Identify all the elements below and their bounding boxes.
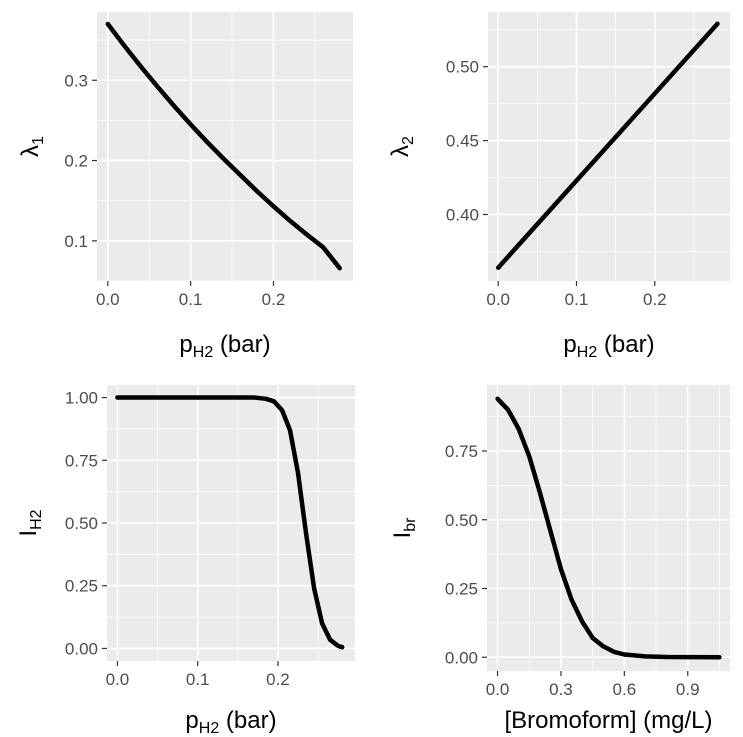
y-tick-label: 0.1 <box>64 232 88 251</box>
y-tick-label: 0.75 <box>65 451 98 470</box>
y-tick-label: 0.2 <box>64 152 88 171</box>
x-axis-title-unit: (bar) <box>219 707 276 734</box>
x-tick-label: 0.0 <box>96 290 120 309</box>
y-axis-title-main: I <box>389 532 416 539</box>
x-axis-title-main: p <box>563 331 576 358</box>
y-axis-title-subscript: 1 <box>30 136 47 145</box>
x-tick-label: 0.0 <box>486 290 510 309</box>
y-axis-title: Ibr <box>389 517 419 539</box>
y-axis-title-subscript: 2 <box>400 136 417 145</box>
series-line <box>495 21 720 270</box>
series-line <box>115 395 345 650</box>
y-tick-label: 0.50 <box>446 58 479 77</box>
y-axis-title-main: λ <box>387 145 414 157</box>
x-axis-title-main: p <box>179 331 192 358</box>
x-axis-title-unit: (bar) <box>213 331 270 358</box>
x-tick-label: 0.6 <box>613 680 637 699</box>
x-axis-title-main: p <box>185 707 198 734</box>
y-axis-title-subscript: H2 <box>28 509 45 530</box>
x-axis-title-subscript: H2 <box>577 344 598 361</box>
x-tick-label: 0.9 <box>676 680 700 699</box>
x-tick-label: 0.1 <box>565 290 589 309</box>
y-axis-title: IH2 <box>15 509 45 536</box>
x-tick-label: 0.2 <box>262 290 286 309</box>
y-tick-label: 0.25 <box>65 577 98 596</box>
y-tick-label: 0.3 <box>64 71 88 90</box>
panel-lambda2: 0.0 0.1 0.2 0.40 0.45 0.50 pH2 (bar) λ2 <box>387 12 730 361</box>
x-axis-title: pH2 (bar) <box>179 331 270 361</box>
x-axis-title-subscript: H2 <box>199 720 220 737</box>
x-tick-label: 0.1 <box>186 670 210 689</box>
series-line <box>495 396 722 660</box>
series-line <box>105 21 342 271</box>
y-axis-title-subscript: br <box>402 517 419 532</box>
panel-lambda1: 0.0 0.1 0.2 0.1 0.2 0.3 pH2 (bar) λ1 <box>17 12 353 361</box>
y-tick-label: 0.45 <box>446 132 479 151</box>
x-tick-label: 0.0 <box>106 670 130 689</box>
y-tick-label: 0.50 <box>65 514 98 533</box>
x-tick-label: 0.2 <box>266 670 290 689</box>
x-axis-title-main: [Bromoform] (mg/L) <box>504 707 712 734</box>
y-tick-label: 1.00 <box>65 389 98 408</box>
x-axis-title-subscript: H2 <box>193 344 214 361</box>
y-axis-title-main: I <box>15 530 42 537</box>
x-axis-title: pH2 (bar) <box>563 331 654 361</box>
y-axis-title-main: λ <box>17 145 44 157</box>
y-axis-title: λ2 <box>387 136 417 157</box>
y-axis-title: λ1 <box>17 136 47 157</box>
x-tick-label: 0.1 <box>179 290 203 309</box>
y-tick-label: 0.00 <box>445 648 478 667</box>
y-tick-label: 0.50 <box>445 511 478 530</box>
x-tick-label: 0.3 <box>549 680 573 699</box>
x-tick-label: 0.0 <box>486 680 510 699</box>
panel-ibr: 0.0 0.3 0.6 0.9 0.00 0.25 0.50 0.75 [Bromoform] … <box>389 385 730 734</box>
y-tick-label: 0.40 <box>446 205 479 224</box>
x-axis-title-unit: (bar) <box>597 331 654 358</box>
y-tick-label: 0.25 <box>445 580 478 599</box>
x-axis-title: [Bromoform] (mg/L) <box>504 707 712 734</box>
y-tick-label: 0.00 <box>65 639 98 658</box>
y-tick-label: 0.75 <box>445 442 478 461</box>
x-axis-title: pH2 (bar) <box>185 707 276 737</box>
x-tick-label: 0.2 <box>643 290 667 309</box>
panel-background <box>487 385 730 671</box>
